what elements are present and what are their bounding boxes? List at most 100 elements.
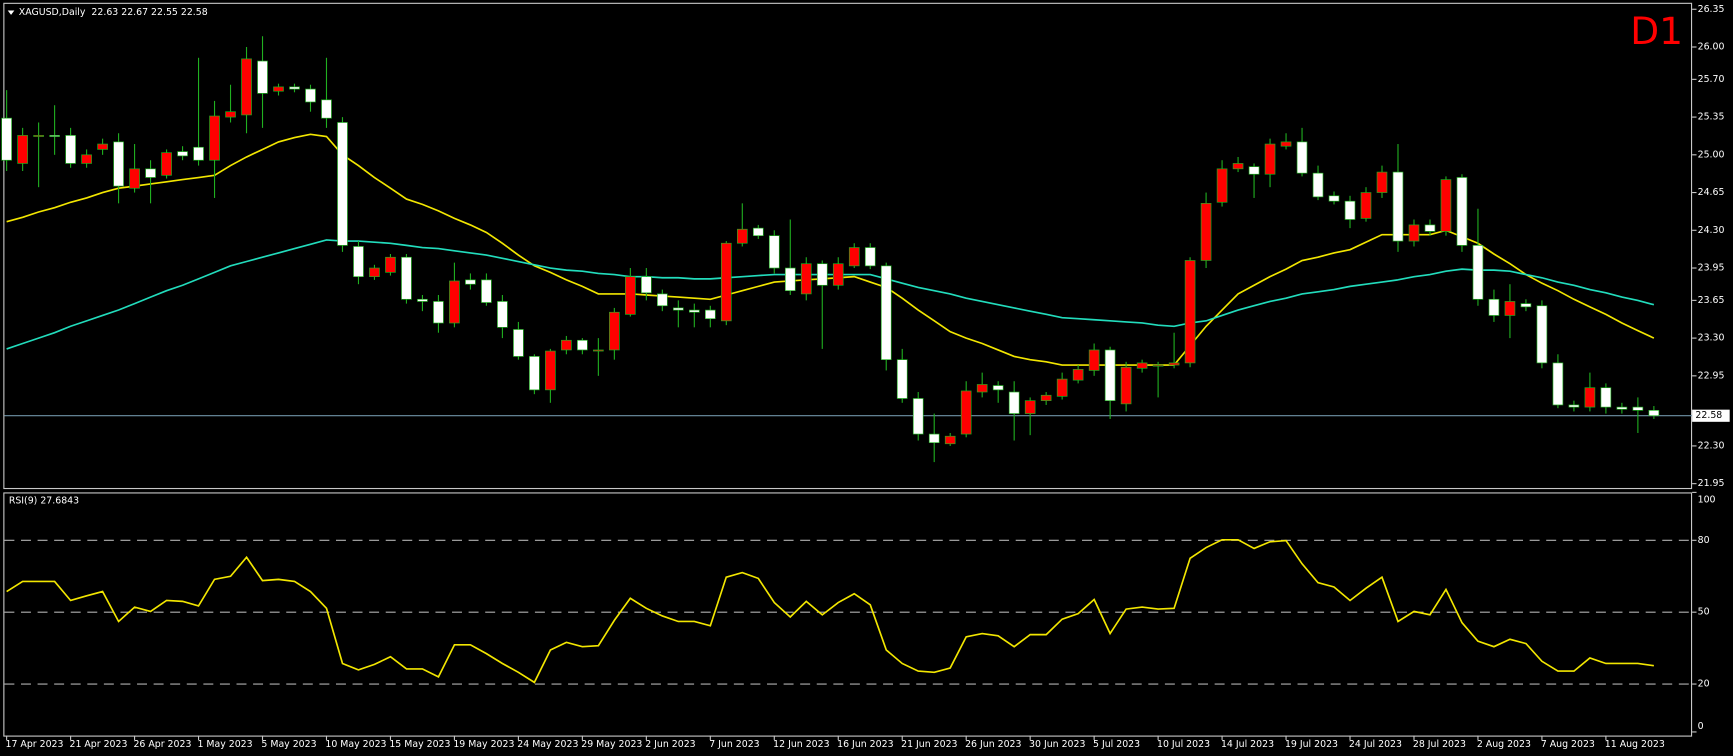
candle-body [577,339,588,351]
candle-body [960,390,972,435]
candle-body [976,384,988,393]
y-tick-label: 22.95 [1698,370,1725,381]
candle-body [1,117,12,161]
candle-body [896,359,908,399]
y-tick-label: 23.65 [1698,295,1725,306]
candle-body [705,309,716,320]
candle-body [161,152,172,176]
candle-body [1264,143,1276,175]
y-tick-label: 22.30 [1698,440,1725,451]
candle-body [433,301,444,324]
candle-body [497,301,508,328]
candle-body [369,267,380,277]
candle-body [1360,192,1372,219]
x-tick-label: 1 May 2023 [197,739,252,750]
candle-body [1392,171,1404,242]
candle-body [193,146,204,161]
candle-body [129,168,140,189]
x-tick-label: 30 Jun 2023 [1029,739,1085,750]
candle-body [944,435,956,445]
candle-body [225,111,236,118]
candle-body [1184,260,1196,364]
candle-body [1552,362,1564,406]
x-tick-label: 2 Jun 2023 [645,739,695,750]
x-tick-label: 24 May 2023 [517,739,578,750]
x-tick-label: 5 May 2023 [261,739,316,750]
candle-body [1216,168,1228,203]
candle-body [1072,369,1084,381]
candle-body [1344,200,1356,220]
candle-body [1520,303,1532,308]
y-tick-label: 80 [1698,535,1710,546]
candle-body [657,293,668,307]
candle-body [1040,394,1052,401]
candle-body [401,256,412,300]
candle-body [465,279,476,285]
candle-body [1008,391,1020,414]
candle-body [864,247,876,267]
candle-body [1088,349,1100,371]
candle-body [1600,387,1612,408]
candle-body [177,151,188,157]
price-label-box [1692,409,1730,422]
candle-body [81,154,92,164]
candle-body [545,350,556,391]
candle-body [385,256,396,273]
candle-body [97,143,108,150]
x-tick-label: 21 Apr 2023 [69,739,127,750]
candle-body [720,242,732,322]
candle-body [273,86,284,92]
y-tick-label: 100 [1698,495,1716,506]
candle-body [609,311,620,351]
candle-body [816,263,828,286]
candle-body [832,263,844,286]
candle-body [689,309,700,313]
candle-body [1536,305,1548,364]
x-tick-label: 26 Jun 2023 [965,739,1021,750]
x-tick-label: 19 Jul 2023 [1285,739,1338,750]
moving-average [6,239,1655,350]
candle-body [1056,378,1068,397]
candle-body [1440,179,1452,232]
x-tick-label: 21 Jun 2023 [901,739,957,750]
candle-body [784,267,796,291]
x-tick-label: 28 Jul 2023 [1413,739,1466,750]
y-tick-label: 21.95 [1698,478,1725,489]
candle-body [305,88,316,103]
y-tick-label: 50 [1698,607,1710,618]
candle-body [1376,171,1388,193]
candle-body [1584,387,1596,408]
candle-body [880,265,892,361]
candle-body [241,58,252,116]
x-tick-label: 12 Jun 2023 [773,739,829,750]
candle-body [449,280,460,324]
candle-body [800,263,812,295]
candle-body [768,235,780,269]
y-tick-label: 20 [1698,679,1710,690]
y-tick-label: 23.30 [1698,333,1725,344]
candle-body [1104,349,1116,401]
x-tick-label: 5 Jul 2023 [1093,739,1140,750]
rsi-panel [3,492,1693,737]
timeframe-label: D1 [1630,9,1683,53]
candle-body [1136,362,1148,369]
candle-body [1328,195,1340,202]
candle-body [1200,203,1212,261]
candle-body [529,356,540,391]
y-tick-label: 26.35 [1698,4,1725,15]
price-panel [3,2,1693,490]
x-tick-label: 14 Jul 2023 [1221,739,1274,750]
y-tick-label: 25.00 [1698,149,1725,160]
x-tick-label: 7 Aug 2023 [1541,739,1595,750]
menu-arrow [7,10,15,15]
candle-body [481,279,492,303]
candle-body [1504,301,1516,316]
candle-body [928,433,940,444]
candle-body [1152,364,1164,367]
candle-body [1456,177,1468,246]
x-tick-label: 15 May 2023 [389,739,450,750]
candle-body [641,276,652,294]
x-tick-label: 17 Apr 2023 [6,739,64,750]
candle-body [289,86,300,90]
